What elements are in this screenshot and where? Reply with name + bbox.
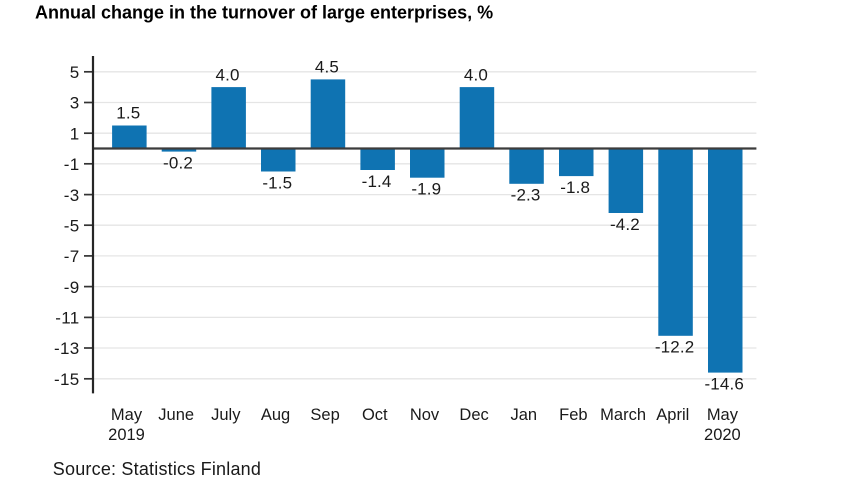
svg-text:-9: -9	[64, 278, 80, 297]
svg-text:-1: -1	[64, 155, 80, 174]
svg-text:June: June	[158, 406, 194, 424]
svg-text:-1.9: -1.9	[411, 180, 441, 199]
svg-text:-1.4: -1.4	[362, 172, 392, 191]
svg-text:Oct: Oct	[362, 406, 388, 424]
svg-text:-1.8: -1.8	[560, 178, 590, 197]
svg-text:-14.6: -14.6	[704, 374, 744, 393]
svg-text:-12.2: -12.2	[655, 338, 695, 357]
svg-text:Source: Statistics Finland: Source: Statistics Finland	[53, 459, 261, 479]
svg-text:1: 1	[70, 124, 80, 143]
svg-text:April: April	[656, 406, 689, 424]
svg-text:2020: 2020	[704, 426, 741, 444]
svg-text:-15: -15	[54, 370, 79, 389]
svg-text:-1.5: -1.5	[262, 173, 292, 192]
svg-text:Aug: Aug	[261, 406, 290, 424]
svg-text:4.5: 4.5	[315, 58, 339, 77]
svg-text:Sep: Sep	[310, 406, 339, 424]
svg-text:4.0: 4.0	[464, 65, 488, 84]
svg-text:-5: -5	[64, 216, 80, 235]
svg-text:July: July	[211, 406, 241, 424]
svg-text:Feb: Feb	[559, 406, 587, 424]
svg-text:5: 5	[70, 63, 80, 82]
svg-text:Dec: Dec	[459, 406, 488, 424]
svg-text:-11: -11	[55, 309, 79, 328]
svg-text:-7: -7	[64, 247, 80, 266]
svg-text:Jan: Jan	[510, 406, 537, 424]
svg-text:Nov: Nov	[410, 406, 440, 424]
svg-text:May: May	[111, 406, 143, 424]
svg-text:May: May	[707, 406, 739, 424]
svg-text:-0.2: -0.2	[163, 153, 193, 172]
svg-text:3: 3	[70, 94, 80, 113]
svg-text:Annual change in the turnover: Annual change in the turnover of large e…	[35, 2, 493, 22]
svg-text:March: March	[600, 406, 646, 424]
svg-text:-2.3: -2.3	[511, 186, 541, 205]
svg-text:4.0: 4.0	[216, 65, 240, 84]
svg-text:-4.2: -4.2	[610, 215, 640, 234]
svg-text:2019: 2019	[108, 426, 145, 444]
svg-text:-13: -13	[54, 339, 79, 358]
svg-text:1.5: 1.5	[116, 104, 140, 123]
svg-text:-3: -3	[64, 186, 80, 205]
